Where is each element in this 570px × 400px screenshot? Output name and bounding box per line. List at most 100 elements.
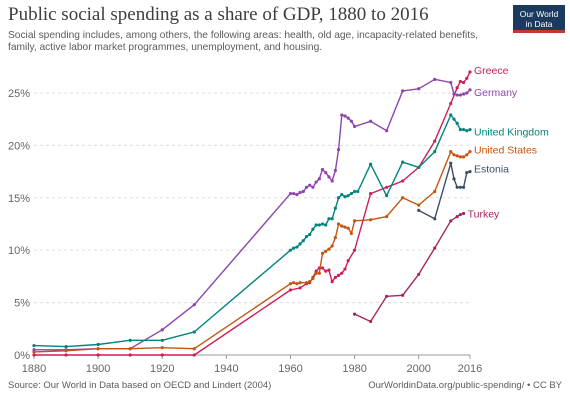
data-point-turkey[interactable]	[385, 294, 389, 298]
data-point-united-states[interactable]	[317, 271, 321, 275]
data-point-germany[interactable]	[288, 191, 293, 196]
data-point-united-states[interactable]	[343, 225, 347, 229]
data-point-united-states[interactable]	[324, 249, 328, 253]
data-point-turkey[interactable]	[369, 319, 373, 324]
data-point-greece[interactable]	[333, 275, 337, 280]
data-point-united-kingdom[interactable]	[292, 246, 296, 250]
data-point-turkey[interactable]	[455, 215, 459, 219]
data-point-greece[interactable]	[330, 280, 334, 284]
data-point-united-kingdom[interactable]	[298, 242, 302, 246]
data-point-greece[interactable]	[32, 353, 36, 357]
data-point-turkey[interactable]	[401, 293, 405, 297]
data-point-united-states[interactable]	[314, 271, 318, 275]
data-point-united-states[interactable]	[320, 251, 325, 255]
data-point-germany[interactable]	[324, 171, 328, 175]
data-point-united-states[interactable]	[336, 222, 341, 226]
data-point-united-states[interactable]	[346, 226, 350, 230]
data-point-estonia[interactable]	[452, 177, 456, 181]
data-point-germany[interactable]	[455, 93, 459, 97]
data-point-greece[interactable]	[160, 353, 164, 357]
data-point-greece[interactable]	[458, 79, 462, 84]
data-point-united-kingdom[interactable]	[311, 227, 315, 231]
data-point-united-kingdom[interactable]	[417, 165, 421, 169]
series-label-united-kingdom[interactable]: United Kingdom	[474, 127, 549, 139]
data-point-united-kingdom[interactable]	[320, 222, 325, 226]
series-line-united-states[interactable]	[33, 151, 471, 353]
data-point-united-states[interactable]	[96, 347, 100, 351]
series-label-germany[interactable]: Germany	[474, 87, 518, 99]
data-point-united-states[interactable]	[295, 282, 299, 286]
data-point-germany[interactable]	[327, 175, 331, 179]
data-point-united-states[interactable]	[369, 218, 373, 222]
data-point-greece[interactable]	[352, 248, 357, 252]
data-point-greece[interactable]	[401, 179, 405, 183]
data-point-germany[interactable]	[304, 185, 309, 189]
data-point-united-kingdom[interactable]	[465, 129, 469, 133]
series-line-turkey[interactable]	[354, 212, 464, 323]
data-point-germany[interactable]	[352, 124, 357, 129]
data-point-germany[interactable]	[449, 80, 453, 85]
data-point-united-states[interactable]	[333, 236, 337, 240]
data-point-greece[interactable]	[96, 353, 100, 357]
data-point-united-states[interactable]	[417, 203, 421, 207]
data-point-united-kingdom[interactable]	[330, 217, 334, 221]
data-point-estonia[interactable]	[449, 161, 453, 165]
data-point-united-states[interactable]	[292, 281, 296, 285]
data-point-germany[interactable]	[308, 183, 312, 187]
data-point-united-kingdom[interactable]	[288, 248, 293, 252]
data-point-united-kingdom[interactable]	[461, 128, 466, 132]
series-line-greece[interactable]	[34, 71, 471, 356]
data-point-united-states[interactable]	[433, 189, 437, 194]
series-label-turkey[interactable]: Turkey	[468, 209, 500, 221]
data-point-united-kingdom[interactable]	[468, 128, 472, 132]
data-point-united-states[interactable]	[192, 347, 196, 351]
data-point-germany[interactable]	[295, 193, 299, 197]
data-point-greece[interactable]	[324, 269, 328, 273]
data-point-germany[interactable]	[340, 113, 344, 117]
data-point-united-kingdom[interactable]	[160, 338, 164, 342]
source-note[interactable]: Source: Our World in Data based on OECD …	[8, 380, 272, 391]
data-point-greece[interactable]	[465, 76, 469, 80]
data-point-greece[interactable]	[461, 80, 466, 85]
data-point-greece[interactable]	[336, 273, 341, 277]
data-point-greece[interactable]	[468, 70, 472, 74]
data-point-germany[interactable]	[458, 93, 462, 97]
data-point-greece[interactable]	[192, 353, 196, 357]
data-point-united-kingdom[interactable]	[128, 338, 132, 342]
data-point-germany[interactable]	[192, 303, 196, 307]
data-point-united-kingdom[interactable]	[346, 194, 350, 198]
data-point-united-states[interactable]	[32, 350, 36, 354]
data-point-united-kingdom[interactable]	[349, 191, 353, 196]
data-point-united-kingdom[interactable]	[295, 245, 299, 249]
data-point-united-kingdom[interactable]	[304, 234, 309, 239]
data-point-united-kingdom[interactable]	[333, 206, 337, 210]
data-point-germany[interactable]	[311, 185, 315, 189]
data-point-united-states[interactable]	[327, 247, 331, 251]
data-point-greece[interactable]	[455, 86, 459, 90]
series-label-united-states[interactable]: United States	[474, 145, 537, 157]
data-point-turkey[interactable]	[461, 211, 466, 216]
data-point-united-kingdom[interactable]	[327, 217, 331, 221]
data-point-united-kingdom[interactable]	[433, 150, 437, 154]
data-point-greece[interactable]	[288, 288, 293, 292]
data-point-united-states[interactable]	[401, 196, 405, 200]
data-point-united-kingdom[interactable]	[340, 193, 344, 197]
data-point-united-states[interactable]	[298, 281, 302, 285]
data-point-turkey[interactable]	[458, 212, 462, 217]
data-point-united-states[interactable]	[449, 150, 453, 154]
data-point-germany[interactable]	[301, 189, 305, 194]
data-point-united-kingdom[interactable]	[449, 113, 453, 117]
data-point-united-kingdom[interactable]	[352, 189, 357, 194]
data-point-united-kingdom[interactable]	[369, 162, 373, 166]
data-point-germany[interactable]	[298, 190, 302, 195]
data-point-greece[interactable]	[346, 259, 350, 263]
data-point-turkey[interactable]	[417, 272, 421, 276]
data-point-united-states[interactable]	[128, 347, 132, 351]
data-point-united-kingdom[interactable]	[192, 330, 196, 334]
data-point-united-states[interactable]	[160, 346, 164, 350]
data-point-united-kingdom[interactable]	[336, 196, 341, 200]
data-point-greece[interactable]	[343, 267, 347, 271]
data-point-greece[interactable]	[128, 353, 132, 357]
data-point-germany[interactable]	[160, 328, 164, 332]
data-point-united-kingdom[interactable]	[314, 223, 318, 227]
